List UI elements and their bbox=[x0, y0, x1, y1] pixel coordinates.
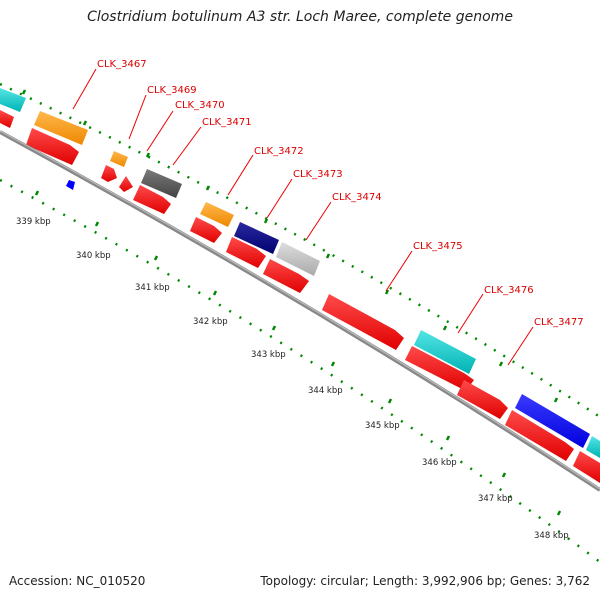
cds-arrow bbox=[119, 176, 133, 192]
gene-label-clk-3476[interactable]: CLK_3476 bbox=[484, 285, 534, 296]
scale-label-341: 341 kbp bbox=[135, 283, 170, 293]
scale-label-347: 347 kbp bbox=[478, 494, 513, 504]
scale-tick bbox=[556, 510, 562, 516]
map-title: Clostridium botulinum A3 str. Loch Maree… bbox=[87, 9, 513, 25]
gene-clk-3477 bbox=[515, 394, 590, 448]
gene-cyan-left bbox=[0, 88, 26, 112]
scale-tick bbox=[271, 325, 277, 331]
gene-label-clk-3473[interactable]: CLK_3473 bbox=[293, 169, 343, 180]
scale-tick bbox=[387, 398, 393, 404]
gene-clk-3472 bbox=[200, 202, 234, 227]
gene-label-clk-3474[interactable]: CLK_3474 bbox=[332, 192, 382, 203]
scale-tick bbox=[94, 221, 100, 227]
scale-label-340: 340 kbp bbox=[76, 251, 111, 261]
leader-line bbox=[305, 201, 332, 241]
major-tick bbox=[263, 218, 269, 224]
scale-tick bbox=[212, 290, 218, 296]
cds-arrow bbox=[505, 410, 574, 461]
leader-line bbox=[227, 154, 254, 196]
major-tick bbox=[442, 325, 448, 331]
cds-arrow bbox=[457, 380, 508, 419]
cds-arrow bbox=[263, 259, 309, 293]
cds-arrow bbox=[26, 128, 79, 165]
major-tick bbox=[205, 185, 211, 191]
genome-summary-text: Topology: circular; Length: 3,992,906 bp… bbox=[260, 574, 590, 588]
major-tick bbox=[498, 361, 504, 367]
major-tick bbox=[325, 253, 331, 259]
major-tick bbox=[145, 152, 151, 158]
gene-cyan-right bbox=[586, 436, 600, 458]
scale-tick bbox=[445, 435, 451, 441]
leader-line bbox=[266, 178, 293, 219]
leader-line bbox=[128, 94, 147, 140]
gene-label-clk-3475[interactable]: CLK_3475 bbox=[413, 241, 463, 252]
major-tick bbox=[384, 289, 390, 295]
gene-clk-3476 bbox=[414, 330, 476, 374]
forward-strand-features bbox=[0, 88, 600, 458]
scale-tick bbox=[330, 361, 336, 367]
scale-tick bbox=[34, 190, 40, 196]
cds-arrow bbox=[133, 185, 171, 214]
major-tick bbox=[553, 397, 559, 403]
cds-arrow bbox=[101, 165, 117, 182]
leader-line bbox=[457, 293, 484, 334]
cds-arrow bbox=[226, 237, 266, 268]
scale-label-348: 348 kbp bbox=[534, 531, 569, 541]
gene-label-clk-3469[interactable]: CLK_3469 bbox=[147, 85, 197, 96]
major-tick bbox=[82, 120, 88, 126]
gene-clk-3474 bbox=[276, 242, 320, 276]
cds-arrow bbox=[0, 110, 14, 128]
scale-label-339: 339 kbp bbox=[16, 217, 51, 227]
inner-scale-ring bbox=[0, 178, 600, 564]
leader-line bbox=[507, 326, 534, 366]
cds-arrow bbox=[322, 294, 404, 350]
gene-label-clk-3472[interactable]: CLK_3472 bbox=[254, 146, 304, 157]
cds-arrow bbox=[405, 346, 474, 391]
leader-line bbox=[72, 68, 97, 110]
gene-label-clk-3467[interactable]: CLK_3467 bbox=[97, 59, 147, 70]
gene-label-clk-3477[interactable]: CLK_3477 bbox=[534, 317, 584, 328]
small-blue-feature bbox=[66, 180, 75, 190]
scale-tick bbox=[153, 255, 159, 261]
scale-tick bbox=[501, 472, 507, 478]
scale-label-343: 343 kbp bbox=[251, 350, 286, 360]
major-tick bbox=[21, 89, 27, 95]
gene-clk-3471 bbox=[141, 169, 182, 198]
scale-label-346: 346 kbp bbox=[422, 458, 457, 468]
leader-line bbox=[385, 250, 413, 292]
scale-label-345: 345 kbp bbox=[365, 421, 400, 431]
leader-line bbox=[146, 110, 174, 152]
gene-clk-3467 bbox=[34, 111, 88, 145]
cds-row bbox=[0, 110, 600, 483]
cds-arrow bbox=[190, 217, 222, 243]
outer-tick-ring bbox=[0, 82, 600, 419]
gene-clk-3469 bbox=[110, 151, 128, 167]
gene-clk-3473 bbox=[234, 222, 279, 254]
leader-line bbox=[172, 126, 202, 166]
gene-label-clk-3470[interactable]: CLK_3470 bbox=[175, 100, 225, 111]
accession-text: Accession: NC_010520 bbox=[9, 574, 146, 588]
scale-label-344: 344 kbp bbox=[308, 386, 343, 396]
scale-label-342: 342 kbp bbox=[193, 317, 228, 327]
gene-label-clk-3471[interactable]: CLK_3471 bbox=[202, 117, 252, 128]
cds-arrow bbox=[573, 451, 600, 483]
genome-backbone bbox=[0, 130, 600, 492]
